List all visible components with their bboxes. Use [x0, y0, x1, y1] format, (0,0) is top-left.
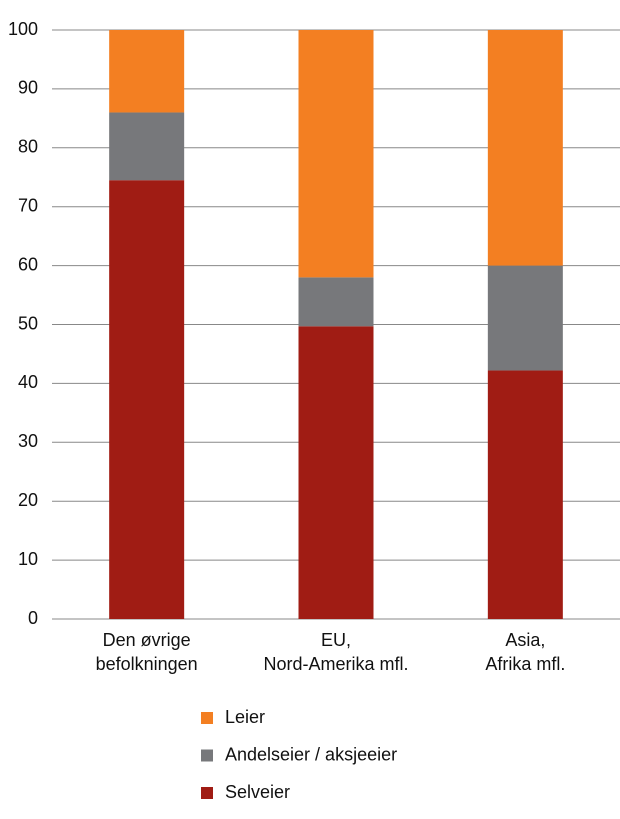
bar-segment	[298, 326, 374, 619]
bar-segment	[487, 370, 563, 619]
y-tick-label: 20	[18, 490, 38, 510]
y-tick-label: 0	[28, 608, 38, 628]
legend-label: Andelseier / aksjeeier	[225, 744, 397, 764]
y-tick-label: 40	[18, 372, 38, 392]
bar-segment	[487, 30, 563, 266]
y-tick-label: 50	[18, 313, 38, 333]
y-tick-label: 70	[18, 195, 38, 215]
y-tick-label: 80	[18, 137, 38, 157]
bar-segment	[487, 265, 563, 371]
legend-swatch	[201, 712, 213, 724]
legend-swatch	[201, 749, 213, 762]
y-tick-label: 60	[18, 254, 38, 274]
bar-segment	[109, 112, 185, 181]
bar-segment	[298, 30, 374, 278]
y-tick-label: 30	[18, 431, 38, 451]
x-tick-label: befolkningen	[96, 654, 198, 674]
y-tick-label: 100	[8, 19, 38, 39]
x-tick-label: Den øvrige	[103, 630, 191, 650]
x-tick-label: EU,	[321, 630, 351, 650]
y-tick-label: 10	[18, 549, 38, 569]
legend-swatch	[201, 787, 213, 799]
bar-segment	[109, 180, 185, 619]
legend-label: Leier	[225, 707, 265, 727]
x-tick-label: Asia,	[505, 630, 545, 650]
x-tick-label: Afrika mfl.	[485, 654, 565, 674]
x-tick-label: Nord-Amerika mfl.	[263, 654, 408, 674]
legend-label: Selveier	[225, 782, 290, 802]
bar-segment	[109, 30, 185, 113]
y-tick-label: 90	[18, 78, 38, 98]
bar-segment	[298, 277, 374, 327]
